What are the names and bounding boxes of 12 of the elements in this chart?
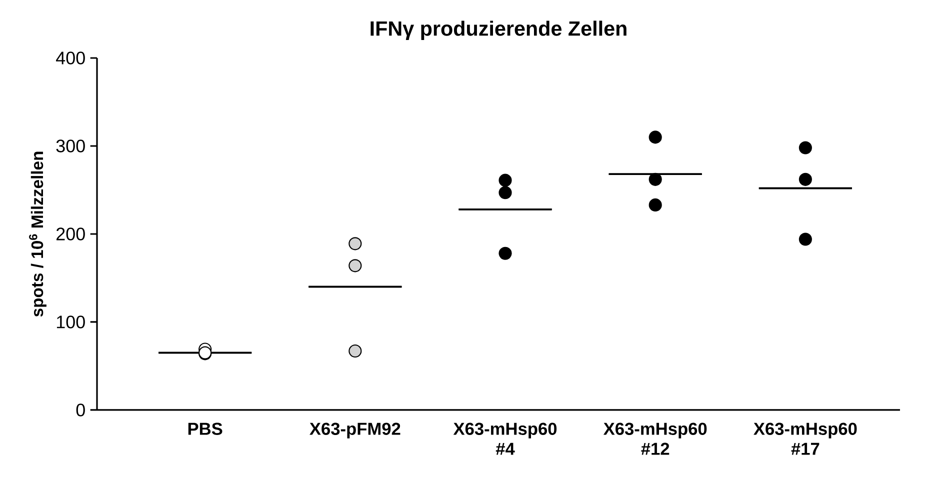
x-tick-label: PBS [188,422,222,435]
x-tick-label: X63-mHsp60 #17 [754,422,857,455]
y-tick-label: 100 [56,316,85,328]
x-tick-label: X63-mHsp60 #12 [603,422,707,455]
y-tick-label: 200 [56,228,85,240]
y-tick-label: 400 [56,52,85,64]
y-tick-label: 0 [76,404,85,416]
chart-title: IFNγ produzierende Zellen [370,20,626,40]
x-tick-label: X63-pFM92 [310,422,400,438]
x-tick-label: X63-mHsp60 #4 [453,422,557,455]
y-tick-label: 300 [56,140,85,152]
y-axis-title: spots / 10$^{6}$ Milzzellen [29,152,46,317]
